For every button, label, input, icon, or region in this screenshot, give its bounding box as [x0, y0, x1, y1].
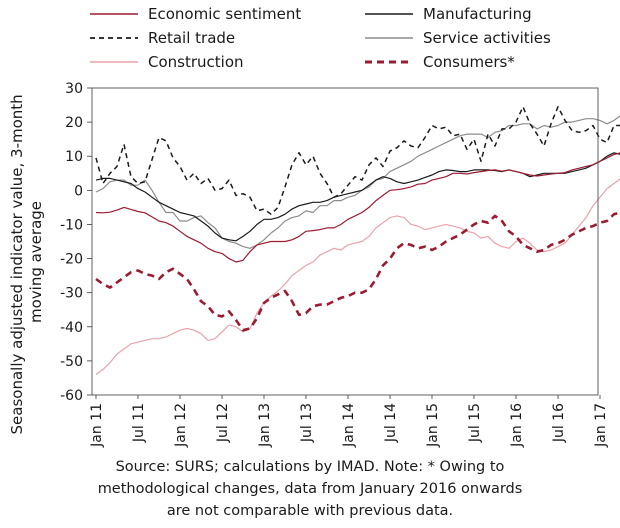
source-note-line-1: Source: SURS; calculations by IMAD. Note…: [115, 459, 505, 475]
legend-label: Manufacturing: [423, 5, 532, 23]
axes: 30 20 10 0 -10 -20 -30 -40 -50 -60 Jan 11 Jul 11 Jan…: [60, 81, 609, 448]
legend-label: Service activities: [423, 29, 551, 47]
y-tick-label: 0: [74, 183, 83, 199]
x-tick-label: Jan 12: [173, 403, 189, 448]
y-tick-label: -30: [60, 286, 83, 302]
legend-label: Economic sentiment: [148, 5, 301, 23]
y-tick-label: -20: [60, 252, 83, 268]
legend: Economic sentiment Manufacturing Retail tr…: [90, 5, 551, 71]
x-tick-label: Jul 16: [551, 403, 567, 443]
y-tick-label: 30: [65, 81, 83, 97]
source-note-line-2: methodological changes, data from Januar…: [97, 481, 523, 497]
y-tick-label: -10: [60, 217, 83, 233]
y-tick-label: 20: [65, 115, 83, 131]
legend-label: Retail trade: [148, 29, 235, 47]
x-tick-label: Jul 13: [299, 403, 315, 443]
series-line-manufacturing: [95, 152, 620, 242]
plot-frame: [91, 87, 599, 396]
series-line-service-activities: [95, 115, 620, 249]
x-tick-label: Jan 13: [257, 403, 273, 448]
legend-label: Consumers*: [423, 53, 515, 71]
series-line-economic-sentiment: [95, 152, 620, 263]
y-tick-label: 10: [65, 149, 83, 165]
x-tick-label: Jul 11: [131, 403, 147, 443]
y-axis-label: Seasonally adjusted indicator value, 3-m…: [8, 90, 45, 435]
legend-label: Construction: [148, 53, 244, 71]
x-tick-label: Jan 14: [341, 403, 357, 448]
x-tick-label: Jan 15: [425, 403, 441, 448]
x-tick-label: Jan 11: [89, 403, 105, 448]
series-line-consumers: [95, 211, 620, 332]
y-tick-label: -60: [60, 388, 83, 404]
x-tick-label: Jul 12: [215, 403, 231, 443]
x-tick-label: Jan 16: [509, 403, 525, 448]
source-note-line-3: are not comparable with previous data.: [166, 503, 454, 519]
x-tick-label: Jul 15: [467, 403, 483, 443]
y-tick-label: -40: [60, 320, 83, 336]
x-tick-label: Jan 17: [593, 403, 609, 448]
x-tick-label: Jul 14: [383, 403, 399, 443]
series-layer: [95, 106, 620, 375]
series-line-construction: [95, 178, 620, 375]
series-line-retail-trade: [95, 106, 620, 215]
y-tick-label: -50: [60, 354, 83, 370]
source-note: Source: SURS; calculations by IMAD. Note…: [20, 456, 600, 522]
